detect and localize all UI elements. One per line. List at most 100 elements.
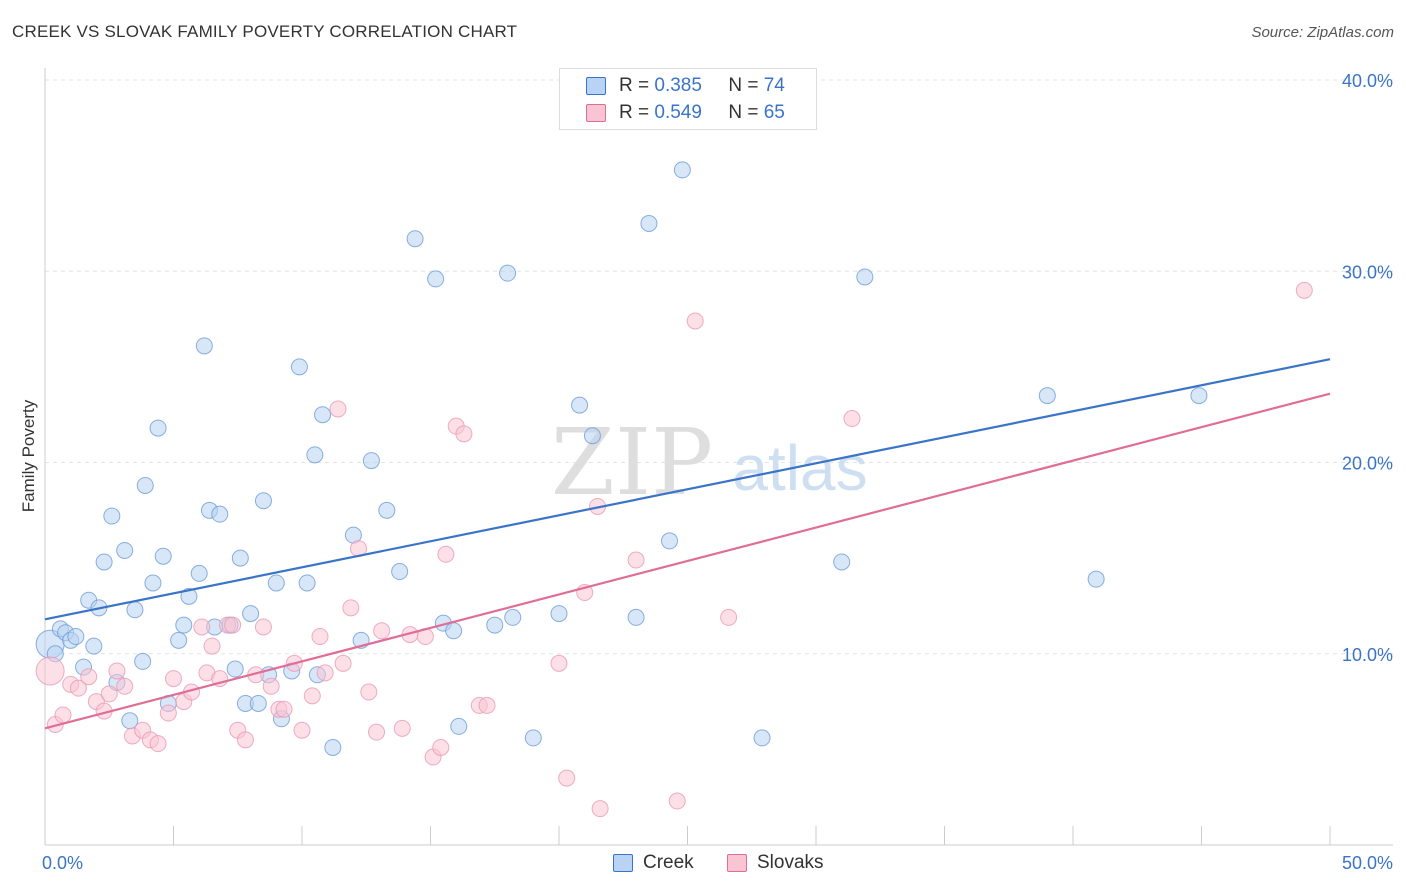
data-point: [753, 729, 771, 747]
data-point: [324, 738, 342, 756]
data-point: [85, 637, 103, 655]
data-point: [342, 599, 360, 617]
data-point: [311, 628, 329, 646]
data-point: [432, 738, 450, 756]
data-point: [437, 545, 455, 563]
data-point: [275, 700, 293, 718]
data-point: [406, 230, 424, 248]
data-point: [249, 694, 267, 712]
data-point: [69, 679, 87, 697]
data-point: [558, 769, 576, 787]
data-point: [720, 608, 738, 626]
chart-title: CREEK VS SLOVAK FAMILY POVERTY CORRELATI…: [12, 22, 518, 41]
data-point: [80, 668, 98, 686]
data-point: [144, 574, 162, 592]
data-point: [149, 735, 167, 753]
data-point: [550, 605, 568, 623]
data-point: [242, 605, 260, 623]
data-point: [591, 800, 609, 818]
data-point: [368, 723, 386, 741]
creek-legend-label: Creek: [643, 852, 694, 873]
legend-n-value: 74: [763, 75, 785, 96]
data-point: [165, 670, 182, 688]
data-point: [298, 574, 316, 592]
data-point: [1087, 570, 1105, 588]
y-tick-label: 30.0%: [1342, 262, 1393, 282]
data-point: [445, 622, 463, 640]
data-point: [95, 553, 113, 571]
legend-r-label: R =: [619, 75, 650, 96]
data-point: [254, 618, 272, 636]
legend-n-value: 65: [763, 102, 785, 123]
source-credit: Source: ZipAtlas.com: [1251, 24, 1394, 41]
data-point: [373, 622, 391, 640]
data-point: [427, 270, 445, 288]
data-point: [195, 337, 213, 355]
creek-legend-swatch: [613, 854, 633, 872]
data-point: [856, 268, 874, 286]
data-point: [35, 656, 65, 686]
data-point: [170, 631, 188, 649]
data-point: [478, 696, 496, 714]
data-point: [224, 616, 242, 634]
data-point: [1038, 387, 1056, 405]
data-point: [393, 719, 411, 737]
data-point: [290, 358, 308, 376]
data-point: [211, 505, 229, 523]
data-point: [175, 616, 193, 634]
data-point: [108, 662, 126, 680]
data-point: [193, 618, 211, 636]
data-point: [550, 654, 568, 672]
data-point: [686, 312, 704, 330]
slovaks-legend-swatch: [727, 854, 747, 872]
y-tick-label: 20.0%: [1342, 454, 1393, 474]
data-point: [571, 396, 589, 414]
watermark-zip: ZIP: [551, 409, 713, 516]
data-point: [391, 563, 409, 581]
data-point: [1295, 281, 1313, 299]
legend-r-value: 0.385: [654, 75, 702, 96]
data-point: [524, 729, 542, 747]
legend-n-label: N =: [728, 75, 759, 96]
stats-legend: R = 0.385 N = 74 R = 0.549 N = 65: [559, 68, 817, 130]
data-point: [103, 507, 121, 525]
slovaks-swatch: [586, 104, 606, 122]
data-point: [486, 616, 504, 634]
data-point: [450, 717, 468, 735]
watermark-atlas: atlas: [732, 432, 867, 504]
tick-labels: 10.0% 20.0% 30.0% 40.0% 0.0% 50.0%: [42, 71, 1393, 873]
data-point: [159, 704, 177, 722]
data-point: [303, 687, 321, 705]
data-point: [136, 476, 154, 494]
data-point: [100, 685, 118, 703]
legend-n-label: N =: [728, 102, 759, 123]
creek-points: [35, 161, 1208, 756]
legend-r-label: R =: [619, 102, 650, 123]
slovaks-points: [35, 281, 1313, 818]
data-point: [231, 549, 249, 567]
data-point: [149, 419, 167, 437]
data-point: [293, 721, 311, 739]
slovaks-trend-line: [44, 392, 1331, 730]
gridlines: [45, 79, 1393, 655]
data-point: [154, 547, 172, 565]
data-point: [67, 628, 85, 646]
data-point: [116, 677, 134, 695]
data-point: [362, 452, 380, 470]
data-point: [504, 608, 522, 626]
slovaks-legend-label: Slovaks: [757, 852, 824, 873]
data-point: [314, 406, 332, 424]
data-point: [226, 660, 244, 678]
data-point: [236, 731, 254, 749]
data-point: [661, 532, 679, 550]
y-tick-label: 40.0%: [1342, 71, 1393, 91]
creek-swatch: [586, 77, 606, 95]
data-point: [833, 553, 851, 571]
creek-trend-line: [44, 358, 1331, 621]
axes: [44, 68, 1393, 846]
data-point: [673, 161, 691, 179]
data-point: [668, 792, 686, 810]
y-tick-label: 10.0%: [1342, 645, 1393, 665]
series-legend: Creek Slovaks: [0, 852, 1406, 876]
